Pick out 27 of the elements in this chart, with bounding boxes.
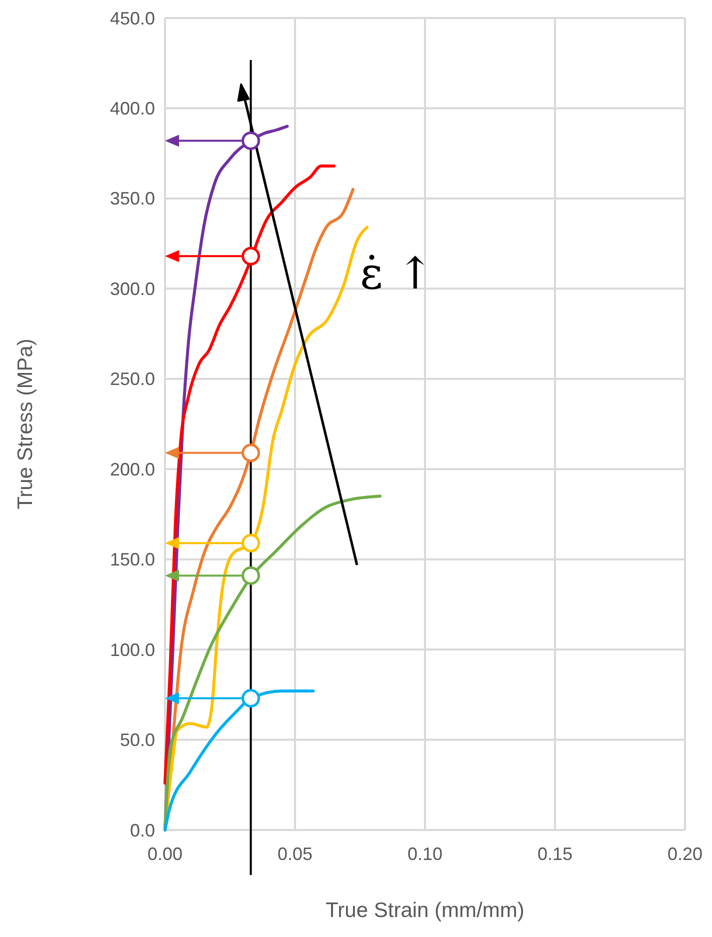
y-tick-label: 50.0	[120, 730, 155, 750]
point	[242, 444, 260, 462]
line-series	[164, 494, 382, 832]
y-tick-label: 300.0	[110, 278, 155, 299]
y-axis-title: True Stress (MPa)	[14, 338, 37, 510]
point	[242, 131, 260, 150]
point	[242, 689, 260, 708]
y-tick-label: 0.0	[130, 820, 155, 840]
y-tick-label: 200.0	[110, 459, 155, 480]
x-axis-title: True Strain (mm/mm)	[326, 899, 524, 922]
x-tick-label: 0.05	[277, 844, 313, 864]
point	[242, 566, 260, 585]
y-tick-label: 400.0	[110, 98, 155, 119]
line-series	[164, 164, 336, 785]
y-tick-label: 250.0	[110, 369, 155, 390]
point	[242, 246, 260, 266]
x-tick-label: 0.00	[147, 844, 183, 864]
x-tick-label: 0.20	[667, 844, 703, 864]
y-tick-label: 350.0	[110, 188, 155, 209]
line-series	[164, 690, 315, 832]
y-tick-label: 100.0	[110, 640, 155, 660]
y-tick-label: 450.0	[110, 8, 155, 28]
point	[242, 534, 260, 552]
annotation: ε̇ ↑	[360, 248, 434, 300]
y-tick-label: 150.0	[110, 550, 155, 570]
x-tick-label: 0.15	[537, 844, 573, 864]
x-tick-label: 0.10	[407, 844, 443, 864]
